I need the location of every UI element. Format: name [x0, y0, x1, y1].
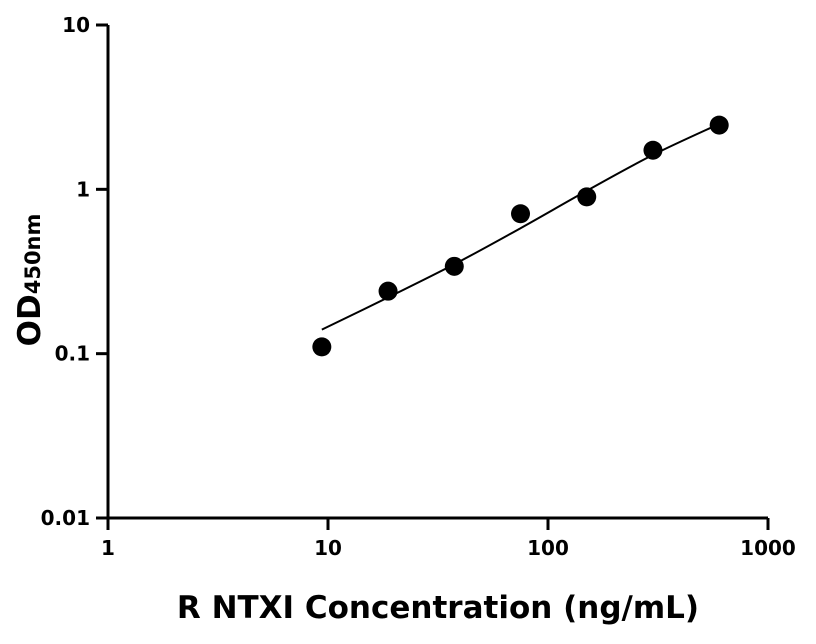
data-point [444, 256, 464, 276]
y-tick-label: 0.1 [55, 342, 90, 366]
data-point [709, 115, 729, 135]
y-tick-label: 10 [62, 13, 90, 37]
data-point [577, 187, 597, 207]
y-tick-label: 1 [76, 177, 90, 201]
x-tick-label: 10 [314, 536, 342, 560]
axes: 0.01 0.1 1 10 1 10 100 1000 [41, 13, 796, 560]
data-points [312, 115, 729, 357]
x-tick-label: 1 [101, 536, 115, 560]
data-point [511, 204, 531, 224]
x-tick-label: 100 [527, 536, 569, 560]
y-axis-label: OD450nm [12, 214, 48, 347]
x-tick-label: 1000 [740, 536, 796, 560]
data-point [378, 281, 398, 301]
y-tick-label: 0.01 [41, 506, 90, 530]
x-axis-label: R NTXI Concentration (ng/mL) [177, 590, 699, 626]
data-point [643, 140, 663, 160]
data-point [312, 337, 332, 357]
